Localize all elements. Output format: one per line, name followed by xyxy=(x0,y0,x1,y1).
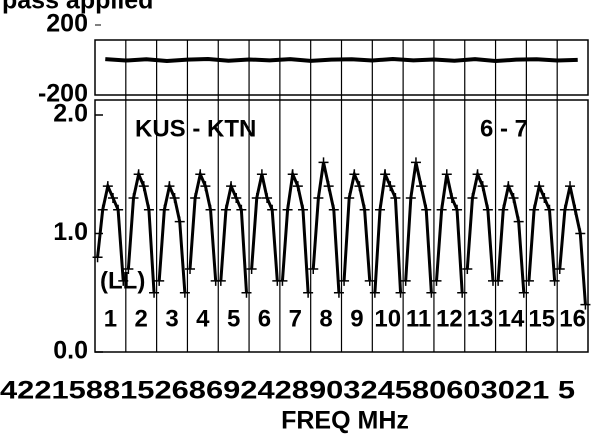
amplitude-line xyxy=(157,181,187,293)
amplitude-line xyxy=(435,173,464,293)
amplitude-line xyxy=(465,169,495,282)
x-axis-label: FREQ MHz xyxy=(281,407,409,435)
subband-label: 11 xyxy=(406,305,431,332)
amplitude-line xyxy=(280,168,310,293)
subband-label: 7 xyxy=(289,305,302,332)
subband-label: 4 xyxy=(196,305,210,332)
subband-label: 3 xyxy=(165,305,178,332)
subband-label: 9 xyxy=(350,305,363,332)
amplitude-line xyxy=(373,168,403,293)
amplitude-line xyxy=(188,169,218,282)
amplitude-line xyxy=(96,181,125,282)
subband-label: 5 xyxy=(227,305,240,332)
amplitude-line xyxy=(496,181,526,293)
chart-title: pass applied xyxy=(2,0,153,15)
amplitude-line xyxy=(219,181,248,293)
amplitude-line xyxy=(311,162,341,293)
amplitude-tick-label: 2.0 xyxy=(53,100,88,128)
subband-label: 15 xyxy=(528,305,555,332)
baseline-label: KUS - KTN xyxy=(135,115,256,142)
amplitude-tick-label: 1.0 xyxy=(53,218,88,246)
amplitude-line xyxy=(126,169,156,293)
x-tick-labels: 42215881526869242890324580603021 5 xyxy=(0,377,575,405)
amplitude-line xyxy=(404,162,433,293)
amplitude-line xyxy=(558,185,587,305)
subband-label: 8 xyxy=(319,305,332,332)
amplitude-line xyxy=(527,181,557,282)
phase-tick-label: -200 xyxy=(38,80,88,108)
subband-label: 14 xyxy=(498,305,525,332)
subband-label: 10 xyxy=(374,305,401,332)
subband-label: 2 xyxy=(135,305,148,332)
amplitude-tick-label: 0.0 xyxy=(53,337,88,365)
amplitude-line xyxy=(342,169,372,282)
phase-tick-label: 200 xyxy=(46,10,88,38)
subband-label: 13 xyxy=(467,305,494,332)
antenna-label: 6 - 7 xyxy=(480,115,528,142)
subband-label: 12 xyxy=(436,305,463,332)
amplitude-line xyxy=(250,173,279,282)
subband-label: 1 xyxy=(104,305,117,332)
subband-label: 6 xyxy=(258,305,271,332)
subband-label: 16 xyxy=(559,305,586,332)
